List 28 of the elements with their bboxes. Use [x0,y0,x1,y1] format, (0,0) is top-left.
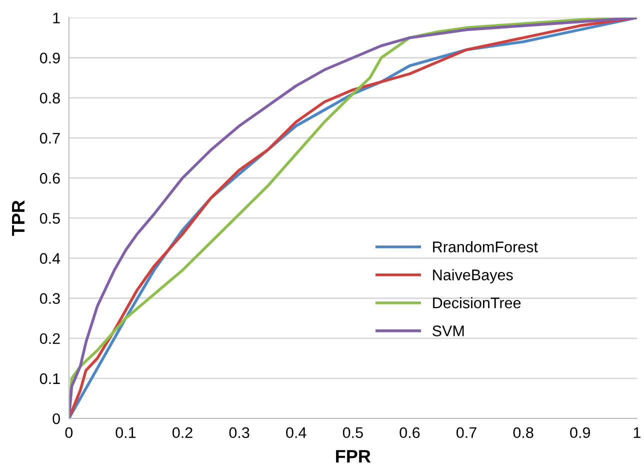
x-tick-label: 0 [65,427,73,438]
y-tick-label: 1 [53,12,60,24]
y-tick-label: 0.4 [40,253,60,264]
x-tick-label: 0.3 [229,427,250,438]
y-tick-label: 0.7 [40,132,60,144]
y-tick-label: 0.9 [40,52,60,64]
y-tick-label: 0.6 [40,172,60,184]
x-axis-title: FPR [336,450,371,462]
x-tick-label: 0.6 [400,427,420,438]
y-axis-title: TPR [12,200,24,236]
y-tick-label: 0.1 [40,373,60,384]
y-tick-label: 0.3 [40,293,60,304]
y-tick-label: 0.8 [40,92,60,104]
x-tick-label: 0.2 [172,427,192,438]
y-tick-label: 0.2 [40,333,60,344]
legend-label: RrandomForest [433,241,538,252]
x-tick-label: 1 [634,427,640,438]
legend-label: SVM [432,326,464,336]
x-tick-label: 0.5 [342,427,363,438]
legend-label: NaiveBayes [433,269,513,284]
legend-label: DecisionTree [433,297,521,308]
x-tick-label: 0.1 [116,427,136,438]
x-tick-label: 0.9 [570,427,590,438]
x-tick-label: 0.7 [456,427,476,438]
x-tick-label: 0.4 [286,427,306,438]
y-tick-label: 0.5 [40,212,60,224]
x-tick-label: 0.8 [513,427,534,438]
y-tick-label: 0 [52,413,60,424]
